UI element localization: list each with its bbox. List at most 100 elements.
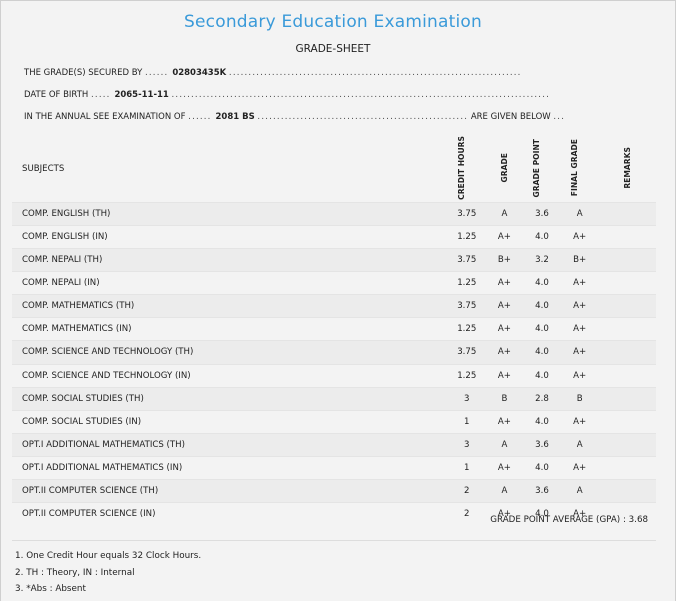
credit-hours-cell: 3: [447, 432, 486, 457]
table-row: COMP. NEPALI (IN) 1.25 A+ 4.0 A+: [12, 271, 656, 295]
remarks-cell: [598, 340, 656, 365]
subjects-header: SUBJECTS: [22, 163, 65, 174]
exam-value: 2081 BS: [215, 112, 255, 122]
remarks-cell: [598, 409, 656, 434]
subject-cell: COMP. NEPALI (IN): [12, 271, 448, 295]
subject-cell: OPT.I ADDITIONAL MATHEMATICS (IN): [12, 455, 448, 480]
subject-cell: COMP. ENGLISH (TH): [12, 201, 448, 226]
table-row: COMP. ENGLISH (IN) 1.25 A+ 4.0 A+: [12, 224, 656, 249]
grade-point-cell: 3.6: [523, 478, 561, 503]
final-grade-cell: A+: [560, 363, 599, 388]
grade-cell: B: [485, 386, 524, 411]
table-row: COMP. NEPALI (TH) 3.75 B+ 3.2 B+: [12, 248, 656, 272]
final-grade-cell: A+: [560, 340, 599, 365]
gpa-summary: GRADE POINT AVERAGE (GPA) : 3.68: [490, 515, 648, 525]
grade-point-cell: 4.0: [523, 455, 561, 480]
final-grade-cell: A: [560, 201, 599, 226]
final-grade-header: FINAL GRADE: [569, 139, 579, 197]
subject-cell: COMP. NEPALI (TH): [12, 248, 448, 272]
subject-cell: COMP. SCIENCE AND TECHNOLOGY (IN): [12, 363, 448, 388]
credit-hours-cell: 3.75: [447, 294, 486, 318]
subject-cell: COMP. MATHEMATICS (TH): [12, 294, 448, 318]
remarks-cell: [598, 224, 656, 249]
remarks-cell: [598, 271, 656, 295]
grade-point-cell: 4.0: [523, 363, 561, 388]
credit-hours-cell: 3.75: [447, 201, 486, 226]
grade-point-cell: 4.0: [523, 340, 561, 365]
grade-point-cell: 3.2: [523, 248, 561, 272]
secured-by-label: THE GRADE(S) SECURED BY: [24, 68, 143, 78]
final-grade-cell: A+: [560, 317, 599, 341]
credit-hours-cell: 2: [447, 502, 486, 526]
grade-cell: B+: [485, 248, 524, 272]
grade-cell: A+: [485, 409, 524, 434]
credit-hours-cell: 1.25: [447, 317, 486, 341]
grade-point-cell: 4.0: [523, 502, 561, 526]
grade-point-cell: 4.0: [523, 409, 561, 434]
grade-point-cell: 2.8: [523, 386, 561, 411]
final-grade-cell: A+: [560, 224, 599, 249]
remarks-cell: [598, 248, 656, 272]
table-row: COMP. SCIENCE AND TECHNOLOGY (TH) 3.75 A+ 4…: [12, 340, 656, 365]
subject-cell: COMP. SOCIAL STUDIES (IN): [12, 409, 448, 434]
final-grade-cell: A: [560, 432, 599, 457]
table-row: COMP. MATHEMATICS (TH) 3.75 A+ 4.0 A+: [12, 294, 656, 318]
grade-cell: A: [485, 201, 524, 226]
grade-header: GRADE: [499, 153, 509, 183]
grade-cell: A+: [485, 340, 524, 365]
remarks-cell: [598, 294, 656, 318]
note-item: 3. *Abs : Absent: [15, 584, 86, 594]
remarks-cell: [598, 317, 656, 341]
note-item: 2. TH : Theory, IN : Internal: [15, 567, 135, 578]
gpa-value: 3.68: [628, 515, 648, 525]
table-divider: [12, 540, 656, 541]
credit-hours-header: CREDIT HOURS: [456, 136, 466, 200]
final-grade-cell: A+: [560, 455, 599, 480]
grade-cell: A+: [485, 363, 524, 388]
remarks-cell: [598, 455, 656, 480]
credit-hours-cell: 2: [447, 478, 486, 503]
secured-by-line: THE GRADE(S) SECURED BY ...... 02803435K…: [24, 68, 522, 78]
subject-cell: COMP. MATHEMATICS (IN): [12, 317, 448, 341]
credit-hours-cell: 1.25: [447, 363, 486, 388]
grade-point-cell: 3.6: [523, 432, 561, 457]
grade-cell: A+: [485, 294, 524, 318]
grade-cell: A: [485, 432, 524, 457]
grade-cell: A+: [485, 502, 524, 526]
subject-cell: OPT.I ADDITIONAL MATHEMATICS (TH): [12, 432, 448, 457]
table-row: COMP. SOCIAL STUDIES (IN) 1 A+ 4.0 A+: [12, 409, 656, 434]
grade-point-cell: 4.0: [523, 224, 561, 249]
secured-by-value: 02803435K: [172, 68, 227, 78]
grades-table: SUBJECTS CREDIT HOURS GRADE GRADE POINT …: [12, 136, 656, 526]
table-row: OPT.I ADDITIONAL MATHEMATICS (TH) 3 A 3.6 A: [12, 432, 656, 457]
credit-hours-cell: 1: [447, 409, 486, 434]
final-grade-cell: A: [560, 478, 599, 503]
exam-suffix: ARE GIVEN BELOW: [470, 112, 551, 122]
note-item: 1. One Credit Hour equals 32 Clock Hours…: [15, 551, 202, 561]
credit-hours-cell: 3: [447, 386, 486, 411]
exam-label: IN THE ANNUAL SEE EXAMINATION OF: [24, 112, 186, 122]
page-subtitle: GRADE-SHEET: [295, 43, 371, 55]
table-row: OPT.I ADDITIONAL MATHEMATICS (IN) 1 A+ 4.0 A…: [12, 455, 656, 480]
subject-cell: OPT.II COMPUTER SCIENCE (TH): [12, 478, 448, 503]
dob-line: DATE OF BIRTH ..... 2065-11-11 .........…: [24, 90, 551, 100]
credit-hours-cell: 1.25: [447, 224, 486, 249]
page-title: Secondary Education Examination: [184, 12, 482, 32]
remarks-cell: [598, 386, 656, 411]
final-grade-cell: B: [560, 386, 599, 411]
final-grade-cell: A+: [560, 409, 599, 434]
grade-point-cell: 3.6: [523, 201, 561, 226]
remarks-cell: [598, 502, 656, 526]
credit-hours-cell: 1: [447, 455, 486, 480]
subject-cell: OPT.II COMPUTER SCIENCE (IN): [12, 502, 448, 526]
notes-list: 1. One Credit Hour equals 32 Clock Hours…: [15, 548, 201, 598]
grade-cell: A: [485, 478, 524, 503]
credit-hours-cell: 3.75: [447, 248, 486, 272]
credit-hours-cell: 1.25: [447, 271, 486, 295]
grade-point-cell: 4.0: [523, 271, 561, 295]
grade-point-header: GRADE POINT: [532, 138, 542, 198]
gpa-label: GRADE POINT AVERAGE (GPA) :: [490, 515, 626, 525]
credit-hours-cell: 3.75: [447, 340, 486, 365]
table-row: OPT.II COMPUTER SCIENCE (TH) 2 A 3.6 A: [12, 478, 656, 503]
